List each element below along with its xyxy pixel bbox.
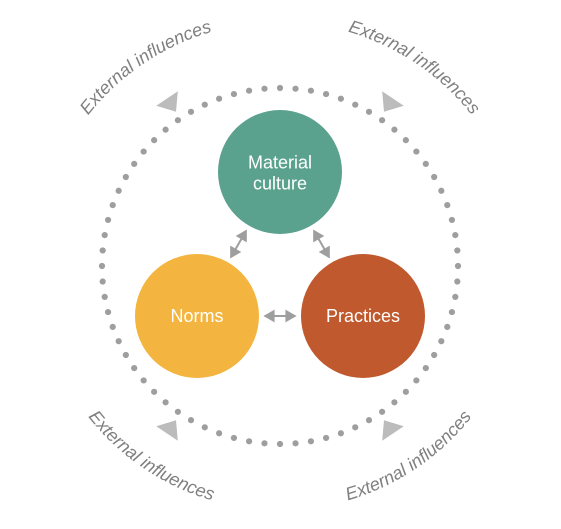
node-practices: Practices [301,254,425,378]
edge-material-norms [231,231,246,257]
node-norms-label1: Norms [171,306,224,326]
node-material: Materialculture [218,110,342,234]
node-material-label2: culture [253,173,307,193]
nodes: Materialculture Norms Practices [135,110,425,378]
diagram-svg: Materialculture Norms Practices External in… [0,0,561,529]
external-label-2: External influences [85,406,217,504]
node-norms: Norms [135,254,259,378]
node-material-label1: Material [248,153,312,173]
external-label-3: External influences [76,16,214,118]
node-practices-label1: Practices [326,306,400,326]
external-arrow-1-icon [382,420,404,441]
external-arrow-3-icon [156,91,178,112]
external-arrow-0-icon [382,91,404,112]
external-arrow-2-icon [156,420,178,441]
external-label-0: External influences [347,16,485,118]
edge-material-practices [314,231,329,257]
external-label-1: External influences [343,407,475,505]
